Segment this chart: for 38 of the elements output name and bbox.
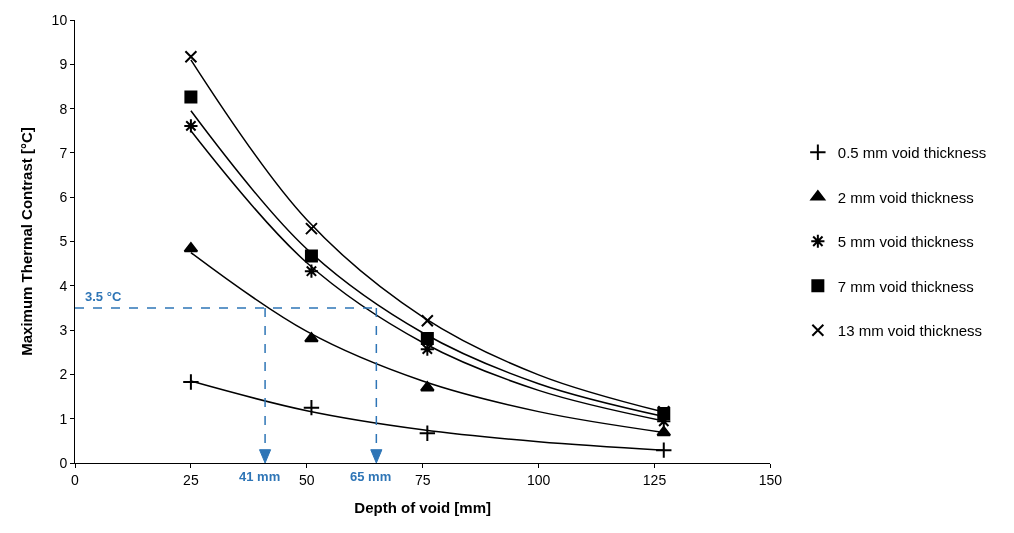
ref-line-label: 65 mm bbox=[350, 469, 392, 484]
y-tick-label: 9 bbox=[59, 56, 68, 73]
x-tick-label: 25 bbox=[183, 471, 199, 488]
x-axis-title: Depth of void [mm] bbox=[354, 498, 492, 516]
y-tick-label: 8 bbox=[59, 100, 68, 117]
y-tick-label: 0 bbox=[59, 454, 68, 471]
y-tick-label: 3 bbox=[59, 322, 68, 338]
y-tick-label: 4 bbox=[59, 277, 68, 294]
x-tick-label: 125 bbox=[642, 471, 667, 488]
y-axis-title: Maximum Thermal Contrast [°C] bbox=[17, 127, 35, 356]
point bbox=[303, 263, 320, 279]
ref-line-label: 41 mm bbox=[239, 469, 281, 484]
x-tick-label: 0 bbox=[71, 471, 80, 488]
y-tick-label: 10 bbox=[51, 11, 68, 28]
y-tick-label: 6 bbox=[59, 189, 68, 206]
legend-label: 0.5 mm void thickness bbox=[837, 144, 987, 162]
point bbox=[184, 90, 198, 104]
x-tick-label: 100 bbox=[526, 471, 551, 488]
point bbox=[655, 441, 673, 459]
x-tick-label: 75 bbox=[414, 471, 431, 488]
x-tick-label: 150 bbox=[758, 471, 783, 488]
legend-label: 7 mm void thickness bbox=[837, 277, 974, 295]
point bbox=[304, 332, 319, 343]
y-tick-label: 2 bbox=[59, 366, 68, 383]
point bbox=[182, 373, 200, 391]
y-tick-label: 1 bbox=[59, 410, 68, 427]
point bbox=[304, 222, 318, 236]
point bbox=[184, 50, 198, 64]
legend-label: 13 mm void thickness bbox=[837, 322, 983, 340]
legend-label: 5 mm void thickness bbox=[837, 233, 974, 251]
ref-line-label: 3.5 °C bbox=[85, 289, 122, 304]
legend-label: 2 mm void thickness bbox=[837, 188, 974, 206]
y-tick-label: 5 bbox=[59, 233, 68, 250]
point bbox=[418, 424, 437, 443]
x-tick-label: 50 bbox=[299, 471, 315, 488]
y-tick-label: 7 bbox=[59, 144, 68, 161]
point bbox=[420, 314, 434, 328]
point bbox=[302, 398, 321, 417]
